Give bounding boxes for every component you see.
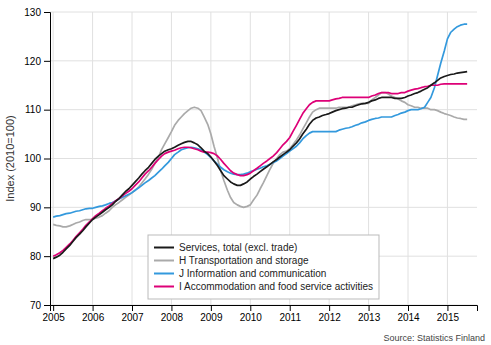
tick-mark [53,305,54,311]
tick-mark [447,305,448,311]
legend: Services, total (excl. trade) H Transport… [148,235,379,299]
tick: 90 [30,202,50,213]
series-line [53,72,467,259]
annotation: Source: Statistics Finland [383,333,485,343]
tick-mark [44,12,50,13]
tick-mark [93,305,94,311]
tick-mark [250,305,251,311]
tick-label: 90 [30,202,42,213]
tick-mark [44,110,50,111]
tick-mark [44,256,50,257]
legend-label: J Information and communication [179,268,326,279]
tick-label: 2007 [121,312,144,323]
tick: 2006 [82,305,105,323]
grid-line [50,60,477,61]
series-line [53,84,467,256]
axis-line [51,306,478,312]
grid [50,12,477,305]
legend-swatch [154,273,174,275]
tick: 2010 [240,305,263,323]
legend-swatch [154,247,174,249]
legend-swatch [154,260,174,262]
x-axis: 2005 2006 2007 2008 2009 2010 2011 2012 2013 2014… [43,305,478,323]
grid-line [447,12,448,305]
tick: 120 [24,56,50,67]
tick-label: 2006 [82,312,105,323]
tick-label: 80 [30,251,42,262]
legend-swatch [154,286,174,288]
series-line [53,24,467,217]
tick-label: 120 [24,56,41,67]
tick-mark [329,305,330,311]
tick: 2011 [279,305,301,323]
tick-label: 2011 [279,312,301,323]
tick: 2012 [319,305,342,323]
tick-label: 2013 [358,312,381,323]
tick: 2005 [43,305,66,323]
tick: 2007 [121,305,144,323]
grid-line [50,158,477,159]
tick: 2015 [437,305,460,323]
tick-label: 130 [24,7,41,18]
tick-mark [369,305,370,311]
tick: 2008 [161,305,184,323]
axis-line [44,13,51,306]
tick-mark [408,305,409,311]
tick-mark [44,305,50,306]
grid-line [132,12,133,305]
tick: 70 [30,300,50,311]
tick-label: 110 [25,104,41,115]
tick: 130 [24,7,50,18]
tick: 2014 [397,305,420,323]
tick-label: 2014 [397,312,420,323]
legend-label: Services, total (excl. trade) [179,242,297,253]
tick: 80 [30,251,50,262]
tick-label: 2005 [43,312,66,323]
tick: 110 [25,104,50,115]
plot-area [53,24,467,258]
tick: 2009 [200,305,223,323]
tick: 100 [24,153,50,164]
grid-line [92,12,93,305]
tick-label: 70 [30,300,42,311]
legend-label: H Transportation and storage [179,255,309,266]
tick-label: 2012 [319,312,342,323]
tick-label: 100 [24,153,41,164]
chart: 2005 2006 2007 2008 2009 2010 2011 2012 2013 2014… [0,0,491,345]
tick-mark [44,61,50,62]
y-axis-title: Index (2010=100) [4,115,16,202]
legend-label: I Accommodation and food service activit… [179,281,373,292]
tick-label: 2010 [240,312,263,323]
tick-mark [290,305,291,311]
y-axis: 70 80 90 100 110 120 130 [24,7,50,311]
grid-line [50,12,477,13]
tick-mark [132,305,133,311]
legend-box [148,235,379,299]
grid-line [408,12,409,305]
tick-mark [44,159,50,160]
tick: 2013 [358,305,381,323]
tick-mark [211,305,212,311]
grid-line [53,12,54,305]
tick-mark [171,305,172,311]
tick-label: 2008 [161,312,184,323]
tick-mark [44,207,50,208]
tick-label: 2009 [200,312,223,323]
tick-label: 2015 [437,312,460,323]
